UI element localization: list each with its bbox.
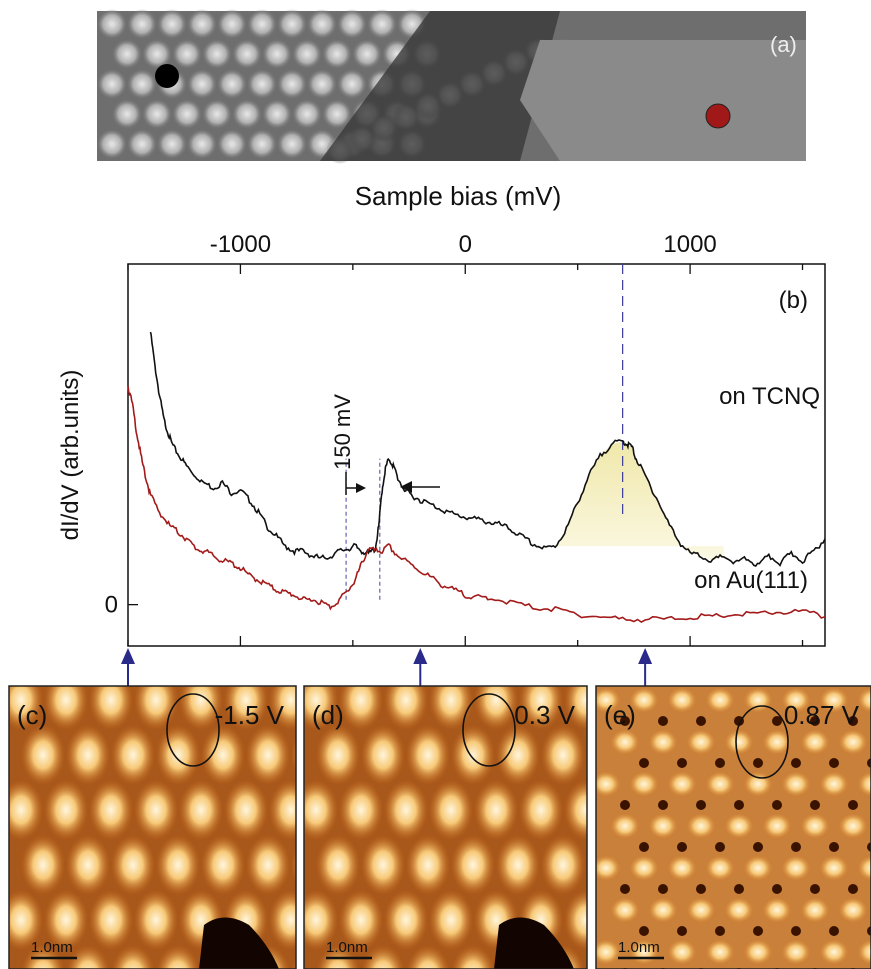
series-label-au: on Au(111): [694, 567, 808, 594]
molecule-outline: [735, 705, 789, 779]
panel-b-chart: Sample bias (mV) -1000 0 1000 0 (b) on TCN…: [57, 181, 826, 686]
scale-label: 1.0nm: [326, 939, 368, 956]
panel-label: (e): [604, 700, 636, 730]
panel-label: (c): [17, 700, 47, 730]
x-ticks: -1000 0 1000: [127, 231, 804, 646]
defect-dark: [494, 917, 574, 969]
series-line-tcnq: [149, 331, 826, 567]
bias-label: -1.5 V: [215, 700, 285, 730]
y-ticks: 0: [105, 592, 138, 619]
plot-frame: [127, 263, 826, 647]
defect-dark: [199, 917, 279, 969]
scale-label: 1.0nm: [618, 939, 660, 956]
bias-label: 0.87 V: [784, 700, 860, 730]
y-tick-label: 0: [105, 592, 118, 619]
stm-panel-e: (e) 0.87 V 1.0nm: [595, 685, 871, 969]
bias-arrows: [121, 648, 653, 686]
stm-panel-d: (d) 0.3 V 1.0nm: [303, 685, 588, 969]
x-tick-label: -1000: [210, 231, 271, 258]
y-axis-label: dI/dV (arb.units): [57, 370, 84, 541]
series-label-tcnq: on TCNQ: [719, 383, 820, 410]
dashed-lines: [345, 458, 381, 600]
molecule-outline: [166, 693, 220, 767]
panel-b-label: (b): [779, 287, 808, 314]
panel-a-label: (a): [770, 32, 797, 57]
energy-annotation: 150 mV: [330, 394, 355, 470]
tcnq-marker: [155, 64, 179, 88]
x-tick-label: 1000: [663, 231, 716, 258]
x-axis-label: Sample bias (mV): [355, 181, 562, 211]
bias-label: 0.3 V: [514, 700, 575, 730]
series-line-au: [127, 385, 826, 624]
panel-a: (a): [97, 9, 806, 164]
panel-label: (d): [312, 700, 344, 730]
x-tick-label: 0: [459, 231, 472, 258]
bias-arrow-head: [121, 648, 135, 664]
stm-panel-c: (c) -1.5 V 1.0nm: [8, 685, 297, 969]
molecule-outline: [462, 693, 516, 767]
annotation-arrows: [345, 472, 440, 495]
au-marker: [705, 103, 731, 129]
bias-arrow-head: [413, 648, 428, 664]
peak-highlight: [550, 441, 724, 561]
bias-arrow-head: [638, 648, 653, 664]
scale-label: 1.0nm: [31, 939, 73, 956]
